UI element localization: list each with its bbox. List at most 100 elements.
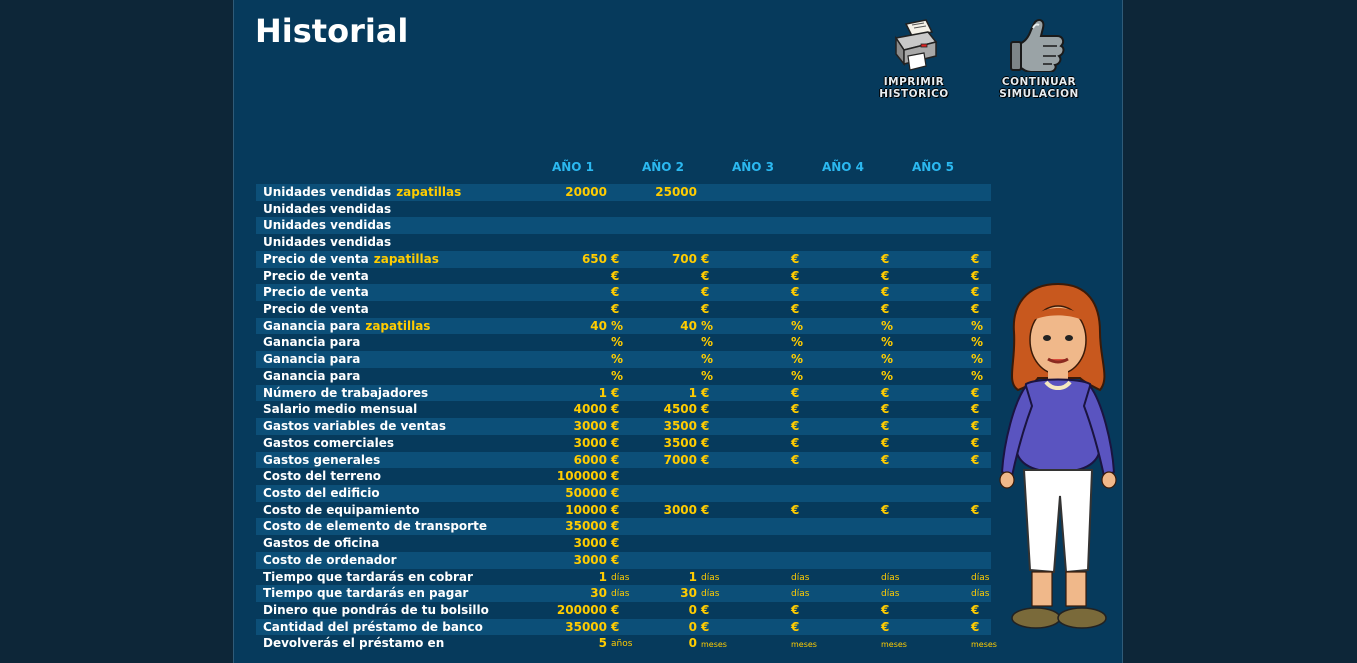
row-label: Costo del terreno (263, 469, 381, 483)
continue-label-line2: SIMULACION (999, 88, 1079, 100)
cell-unit: € (881, 603, 890, 617)
cell-unit: € (611, 268, 620, 283)
table-row: Costo del terreno 100000 € (256, 468, 991, 485)
table-cell: € (869, 453, 989, 469)
table-cell: € (779, 285, 899, 301)
table-cell: 1 € (599, 386, 719, 402)
table-cell: € (689, 419, 809, 435)
table-cell: 25000 (599, 185, 719, 201)
cell-value: 650 (581, 251, 607, 266)
table-cell: 30 días (509, 586, 629, 602)
table-cell: 3500 € (599, 436, 719, 452)
table-cell: % (599, 335, 719, 351)
cell-unit: € (881, 402, 890, 417)
cell-unit: € (791, 385, 800, 400)
cell-value: 700 (671, 251, 697, 266)
table-cell: € (869, 386, 989, 402)
row-label: Ganancia para zapatillas (263, 319, 430, 333)
year-header-4: AÑO 4 (821, 160, 865, 174)
cell-unit: € (971, 302, 980, 317)
cell-unit: € (971, 435, 980, 450)
cell-unit: % (881, 352, 894, 367)
row-label-text: Número de trabajadores (263, 385, 429, 400)
cell-unit: % (881, 368, 894, 383)
cell-unit: € (791, 268, 800, 283)
cell-value: 40 (680, 318, 697, 333)
cell-unit: € (971, 452, 980, 467)
cell-unit: € (881, 302, 890, 317)
table-row: Salario medio mensual 4000 €4500 € € € € (256, 401, 991, 418)
row-label: Dinero que pondrás de tu bolsillo (263, 603, 489, 617)
row-label-text: Tiempo que tardarás en cobrar (263, 569, 473, 584)
row-label: Cantidad del préstamo de banco (263, 620, 483, 634)
cell-unit: € (611, 302, 620, 317)
row-label-text: Costo de elemento de transporte (263, 519, 487, 534)
table-row: Ganancia para%%%%% (256, 351, 991, 368)
table-cell: meses (869, 636, 997, 652)
cell-unit: días (881, 589, 900, 600)
cell-unit: € (701, 402, 710, 417)
row-label: Ganancia para (263, 369, 360, 383)
table-cell: € (779, 269, 899, 285)
table-cell: € (869, 620, 989, 636)
table-cell: € (689, 402, 809, 418)
advisor-character-icon (999, 282, 1117, 629)
cell-unit: % (971, 335, 984, 350)
table-row: Número de trabajadores 1 €1 € € € € (256, 384, 991, 402)
table-cell: € (689, 386, 809, 402)
table-cell: 3000 € (509, 536, 629, 552)
cell-unit: € (701, 452, 710, 467)
row-label: Precio de venta (263, 269, 369, 283)
table-cell: € (689, 252, 809, 268)
cell-unit: € (881, 268, 890, 283)
row-label-text: Gastos generales (263, 452, 381, 467)
table-cell: € (869, 269, 989, 285)
table-cell: € (869, 285, 989, 301)
table-cell: 50000 € (509, 486, 629, 502)
cell-unit: € (611, 519, 620, 534)
table-cell: % (869, 352, 989, 368)
table-row: Ganancia para%%%%% (256, 334, 991, 351)
cell-value: 30 (680, 586, 697, 601)
row-label: Unidades vendidas (263, 202, 391, 216)
cell-unit: % (791, 335, 804, 350)
table-row: Gastos de oficina 3000 € (256, 535, 991, 552)
cell-unit: € (611, 619, 620, 634)
cell-value: 3000 (573, 552, 607, 567)
cell-value: 35000 (565, 619, 607, 634)
cell-unit: días (791, 572, 810, 583)
cell-value: 50000 (565, 485, 607, 500)
table-cell: % (779, 319, 899, 335)
cell-unit: € (611, 385, 620, 400)
thumbs-up-icon (1010, 19, 1065, 73)
table-row: Gastos variables de ventas 3000 €3500 € € € € (256, 418, 991, 435)
table-cell: 3000 € (509, 419, 629, 435)
continue-label-line1: CONTINUAR (1001, 76, 1077, 88)
cell-unit: € (791, 251, 800, 266)
table-cell: meses (689, 636, 817, 652)
year-header-5: AÑO 5 (911, 160, 955, 174)
cell-unit: días (971, 572, 990, 583)
print-history-button[interactable]: IMPRIMIR HISTORICO (866, 16, 962, 100)
cell-unit: % (791, 368, 804, 383)
cell-unit: € (791, 435, 800, 450)
table-cell: € (509, 269, 629, 285)
cell-unit: € (971, 285, 980, 300)
table-cell: € (779, 419, 899, 435)
cell-unit: € (611, 251, 620, 266)
table-cell: % (689, 369, 809, 385)
cell-unit: € (611, 419, 620, 434)
row-label-text: Ganancia para (263, 368, 361, 383)
continue-simulation-button[interactable]: CONTINUAR SIMULACION (991, 16, 1087, 100)
row-label-text: Costo del terreno (263, 469, 382, 484)
table-row: Precio de venta zapatillas 650 €700 € € € € (256, 250, 991, 268)
cell-unit: € (971, 419, 980, 434)
cell-unit: € (791, 452, 800, 467)
table-row: Unidades vendidas (256, 234, 991, 251)
table-cell: 6000 € (509, 453, 629, 469)
row-label-text: Dinero que pondrás de tu bolsillo (263, 603, 489, 617)
table-cell: 30 días (599, 586, 719, 602)
cell-value: 3000 (573, 435, 607, 450)
cell-unit: € (971, 619, 980, 634)
cell-unit: € (701, 302, 710, 317)
